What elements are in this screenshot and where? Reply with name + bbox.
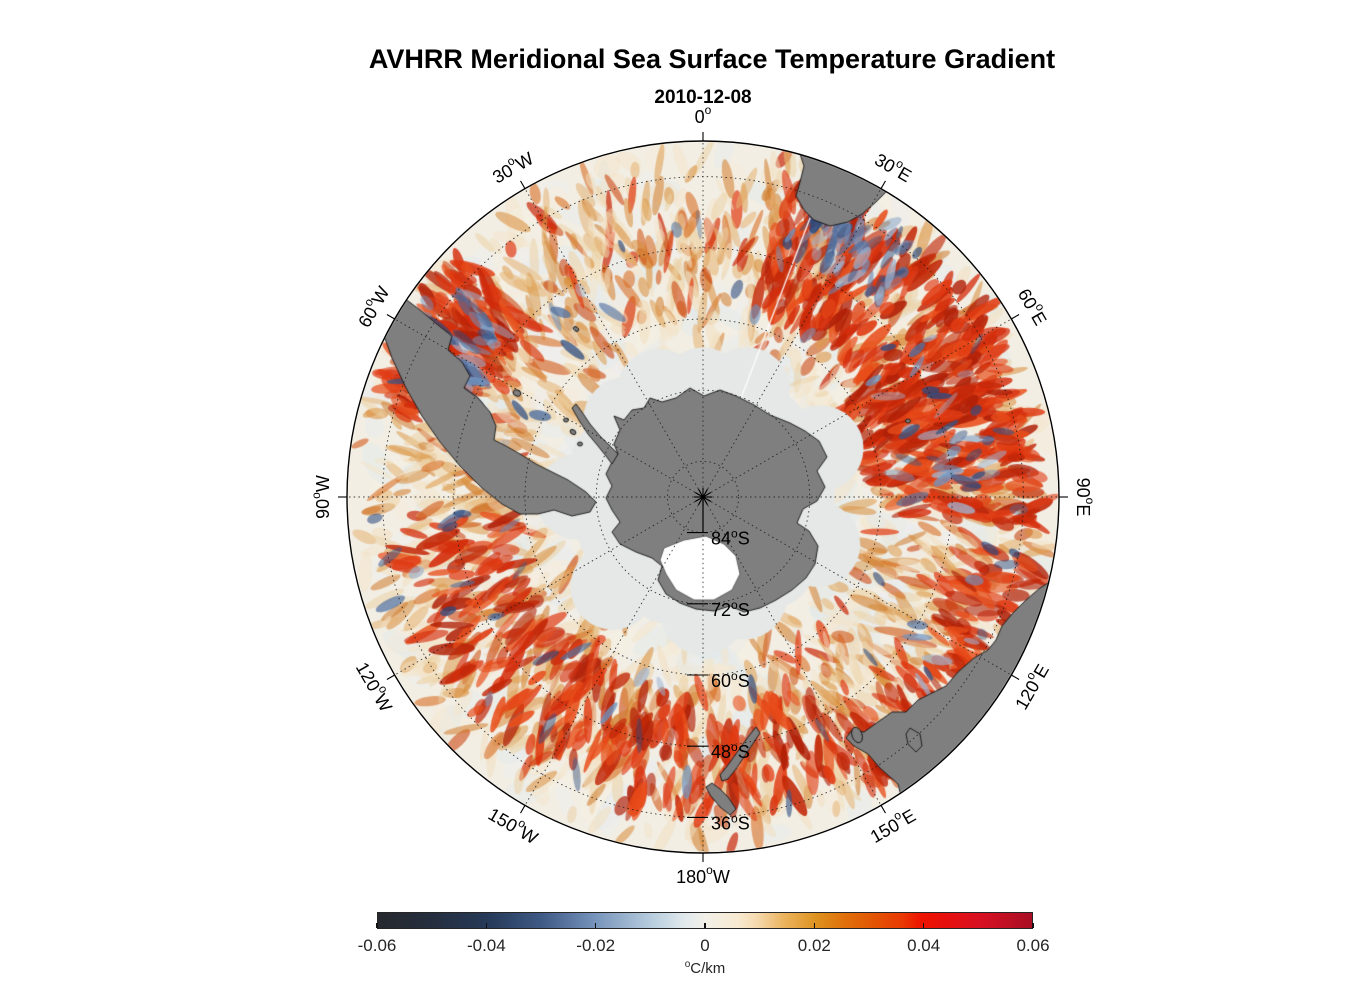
colorbar-tick-label: 0.02 xyxy=(797,936,831,955)
colorbar-tickmark xyxy=(922,923,925,928)
degree-sup: o xyxy=(684,959,691,970)
lon-label-90W: 90oW xyxy=(309,475,333,519)
colorbar-tickmark xyxy=(813,923,816,928)
colorbar-gradient xyxy=(377,912,1033,929)
colorbar-tick-label: 0 xyxy=(700,936,710,955)
colorbar-tickmark xyxy=(1032,923,1034,928)
colorbar-tick-label: -0.02 xyxy=(576,936,616,955)
lon-label-90E: 90oE xyxy=(1073,478,1097,517)
lon-label-180W: 180oW xyxy=(676,863,730,887)
colorbar-tick-label: 0.04 xyxy=(907,936,941,955)
page-title: AVHRR Meridional Sea Surface Temperature… xyxy=(368,44,1056,74)
colorbar-tickmark xyxy=(376,923,378,928)
colorbar-tickmark xyxy=(704,923,706,928)
colorbar-tick-label: -0.04 xyxy=(466,936,506,955)
colorbar-tick-label: 0.06 xyxy=(1016,936,1050,955)
colorbar-tickmark xyxy=(594,923,597,928)
colorbar-unit-label: oC/km xyxy=(684,959,726,977)
subtitle-date: 2010-12-08 xyxy=(654,87,752,108)
colorbar-tickmark xyxy=(485,923,488,928)
map-data-layer xyxy=(347,141,1059,853)
colorbar-tick-label: -0.06 xyxy=(357,936,397,955)
